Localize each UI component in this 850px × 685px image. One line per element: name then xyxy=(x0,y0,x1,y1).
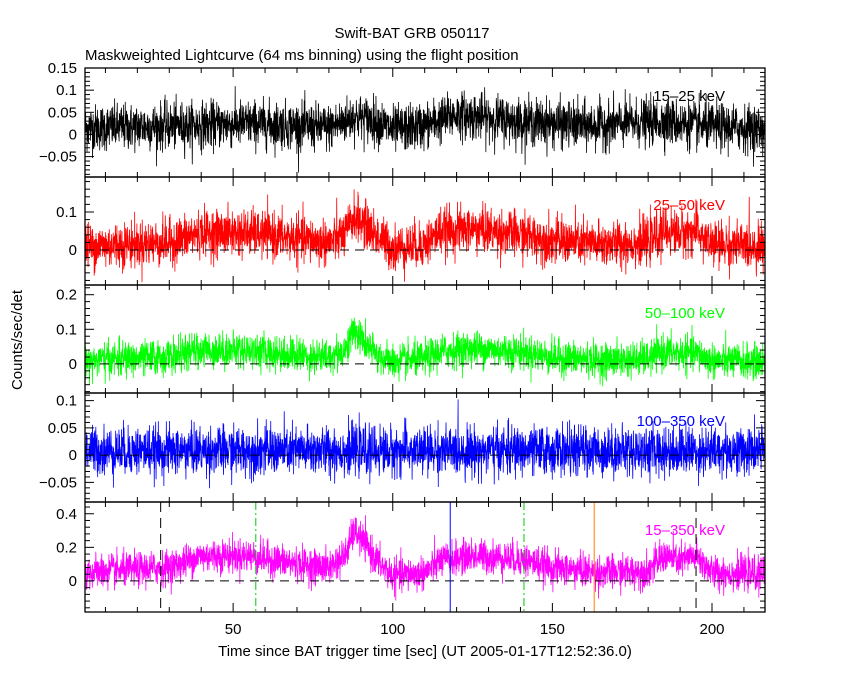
panel-band-label: 25–50 keV xyxy=(653,197,725,214)
x-axis-label: Time since BAT trigger time [sec] (UT 20… xyxy=(218,643,632,660)
series-line-15-25-kev xyxy=(85,86,765,173)
y-tick-label: 0 xyxy=(69,126,77,143)
panel-15-350-kev: 0 0.2 0.4 15–350 keV 50 100 150 200 xyxy=(56,501,766,638)
y-axis-label: Counts/sec/det xyxy=(9,289,26,390)
y-tick-label: −0.05 xyxy=(39,149,77,166)
series-line-100-350-kev xyxy=(85,399,765,489)
y-tick-label: 0 xyxy=(69,447,77,464)
y-tick-label: 0.1 xyxy=(56,393,77,410)
x-tick-label: 150 xyxy=(540,621,565,638)
panel-band-label: 50–100 keV xyxy=(645,305,725,322)
series-line-15-350-kev xyxy=(85,515,765,601)
panel-band-label: 15–25 keV xyxy=(653,88,725,105)
x-tick-label: 50 xyxy=(225,621,242,638)
panel-band-label: 100–350 keV xyxy=(637,413,725,430)
y-tick-label: 0.1 xyxy=(56,82,77,99)
y-tick-label: 0 xyxy=(69,356,77,373)
x-tick-label: 100 xyxy=(380,621,405,638)
y-tick-label: 0.4 xyxy=(56,506,77,523)
panel-100-350-kev: −0.05 0 0.05 0.1 100–350 keV xyxy=(39,392,766,503)
y-tick-label: 0.1 xyxy=(56,204,77,221)
chart-title: Swift-BAT GRB 050117 xyxy=(334,25,489,42)
panel-50-100-kev: 0 0.1 0.2 50–100 keV xyxy=(56,284,766,394)
y-tick-label: 0.05 xyxy=(48,420,77,437)
y-tick-label: 0 xyxy=(69,242,77,259)
y-tick-label: 0 xyxy=(69,573,77,590)
y-tick-label: 0.15 xyxy=(48,60,77,77)
x-tick-label: 200 xyxy=(699,621,724,638)
chart-subtitle: Maskweighted Lightcurve (64 ms binning) … xyxy=(85,47,519,64)
panel-band-label: 15–350 keV xyxy=(645,522,725,539)
y-tick-label: 0.05 xyxy=(48,104,77,121)
y-tick-label: 0.2 xyxy=(56,539,77,556)
y-tick-label: 0.1 xyxy=(56,321,77,338)
y-tick-label: −0.05 xyxy=(39,474,77,491)
series-line-25-50-kev xyxy=(85,189,765,283)
y-tick-label: 0.2 xyxy=(56,287,77,304)
